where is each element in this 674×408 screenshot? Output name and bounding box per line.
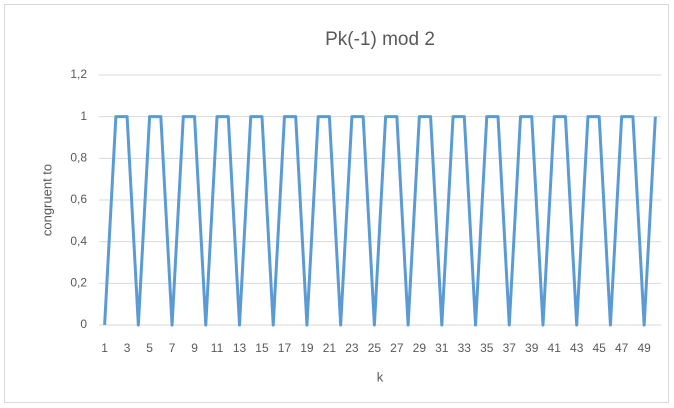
x-tick-label: 11	[211, 341, 224, 355]
y-tick-label: 0,4	[70, 234, 87, 248]
x-tick-label: 25	[368, 341, 382, 355]
x-tick-label: 15	[255, 341, 269, 355]
x-axis-label: k	[377, 369, 384, 384]
x-tick-label: 23	[345, 341, 359, 355]
x-tick-label: 43	[570, 341, 584, 355]
x-tick-label: 13	[233, 341, 247, 355]
x-tick-label: 49	[637, 341, 651, 355]
x-tick-label: 27	[390, 341, 404, 355]
x-tick-label: 45	[593, 341, 607, 355]
y-tick-label: 1,2	[70, 67, 87, 81]
y-tick-label: 1	[80, 109, 87, 123]
chart-title: Pk(-1) mod 2	[325, 29, 435, 50]
x-tick-label: 37	[503, 341, 517, 355]
x-tick-label: 5	[146, 341, 153, 355]
line-series	[103, 115, 657, 327]
x-tick-label: 3	[124, 341, 131, 355]
x-tick-label: 19	[300, 341, 314, 355]
x-tick-label: 29	[413, 341, 427, 355]
y-tick-label: 0,2	[70, 276, 87, 290]
x-tick-label: 1	[101, 341, 108, 355]
x-tick-label: 17	[278, 341, 292, 355]
x-tick-label: 9	[191, 341, 198, 355]
y-axis-label: congruent to	[39, 164, 54, 236]
y-tick-label: 0	[80, 317, 87, 331]
x-tick-label: 33	[458, 341, 472, 355]
chart-border	[4, 4, 669, 403]
x-tick-label: 31	[435, 341, 449, 355]
x-tick-label: 39	[525, 341, 539, 355]
x-tick-label: 7	[169, 341, 176, 355]
x-tick-label: 35	[480, 341, 494, 355]
x-tick-label: 47	[615, 341, 629, 355]
x-tick-label: 21	[323, 341, 337, 355]
x-tick-label: 41	[548, 341, 562, 355]
y-tick-label: 0,8	[70, 151, 87, 165]
y-tick-label: 0,6	[70, 192, 87, 206]
